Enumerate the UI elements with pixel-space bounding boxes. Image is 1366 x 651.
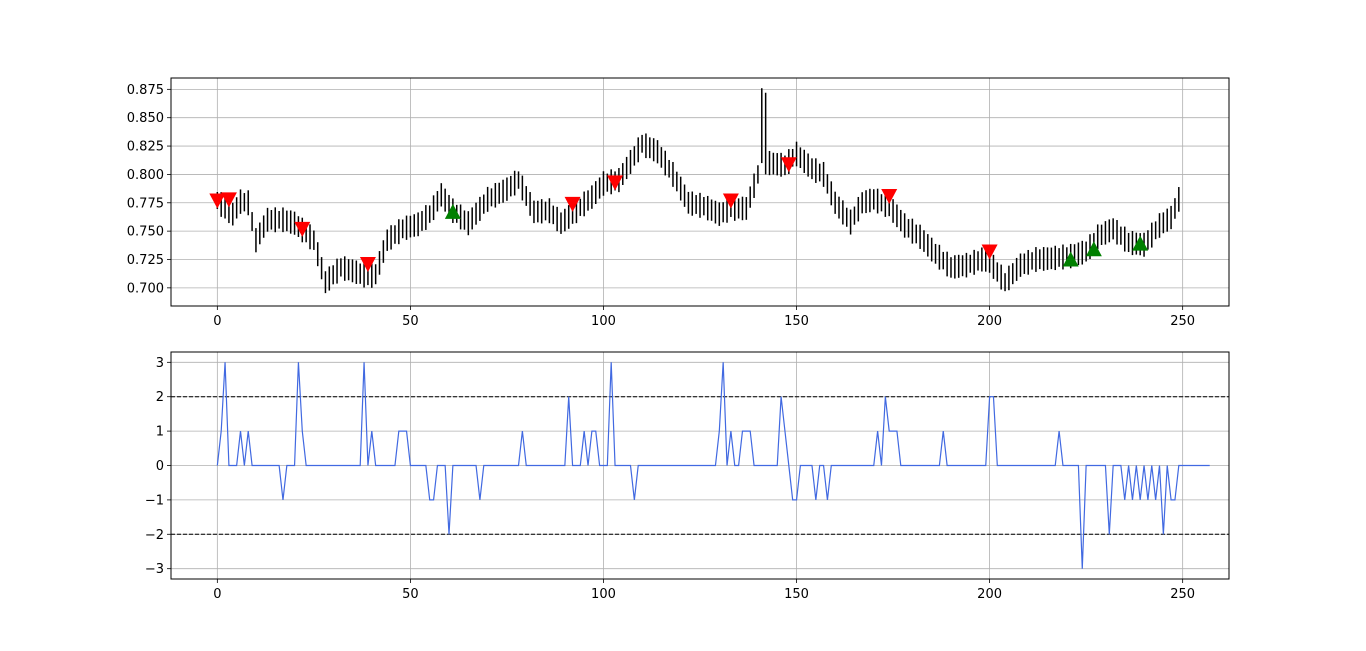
y-tick-label: 0.750 [127,225,164,240]
sell-signal-marker [209,193,226,209]
buy-signal-marker [1132,235,1149,251]
sell-signal-marker [780,157,797,173]
y-tick-label: −3 [145,562,164,577]
threshold-lines [171,396,1229,535]
x-tick-label: 150 [784,587,809,602]
sell-signal-marker [294,221,311,237]
sell-signal-marker [722,193,739,209]
sell-signal-marker [607,175,624,191]
y-tick-label: 3 [156,356,164,371]
x-tick-label: 0 [213,587,221,602]
y-tick-label: 0.700 [127,281,164,296]
x-tick-label: 200 [977,587,1002,602]
y-tick-label: 0 [156,459,164,474]
x-tick-label: 50 [402,587,419,602]
x-tick-label: 0 [213,314,221,329]
y-tick-label: 0.775 [127,196,164,211]
buy-signal-marker [444,203,461,219]
y-tick-label: −2 [145,528,164,543]
x-tick-label: 100 [591,314,616,329]
price-bars-panel: 0 50 100 150 200 250 0.700 0.725 0.750 0.775 0.800… [127,77,1230,329]
sell-signal-marker [981,244,998,260]
sell-signal-marker [881,188,898,204]
buy-signal-marker [1085,241,1102,257]
price-panel-ticks: 0 50 100 150 200 250 0.700 0.725 0.750 0.775 0.800… [127,83,1195,329]
x-tick-label: 200 [977,314,1002,329]
y-tick-label: 0.850 [127,111,164,126]
x-tick-label: 50 [402,314,419,329]
signal-markers [209,157,1149,273]
y-tick-label: 0.875 [127,83,164,98]
indicator-panel-ticks: 0 50 100 150 200 250 −3 −2 −1 0 1 2 3 [145,356,1195,602]
y-tick-label: 2 [156,390,164,405]
y-tick-label: −1 [145,493,164,508]
price-panel-grid [171,78,1229,306]
x-tick-label: 250 [1170,314,1195,329]
x-tick-label: 150 [784,314,809,329]
indicator-line-panel: 0 50 100 150 200 250 −3 −2 −1 0 1 2 3 [145,351,1230,602]
x-tick-label: 250 [1170,587,1195,602]
price-panel-frame [170,77,1230,307]
indicator-line [216,362,1210,569]
indicator-series-line [216,362,1210,569]
x-tick-label: 100 [591,587,616,602]
y-tick-label: 0.725 [127,253,164,268]
y-tick-label: 0.825 [127,140,164,155]
y-tick-label: 1 [156,425,164,440]
sell-signal-marker [220,192,237,208]
buy-signal-marker [1062,251,1079,267]
y-tick-label: 0.800 [127,168,164,183]
sell-signal-marker [564,196,581,212]
sell-signal-marker [359,257,376,273]
